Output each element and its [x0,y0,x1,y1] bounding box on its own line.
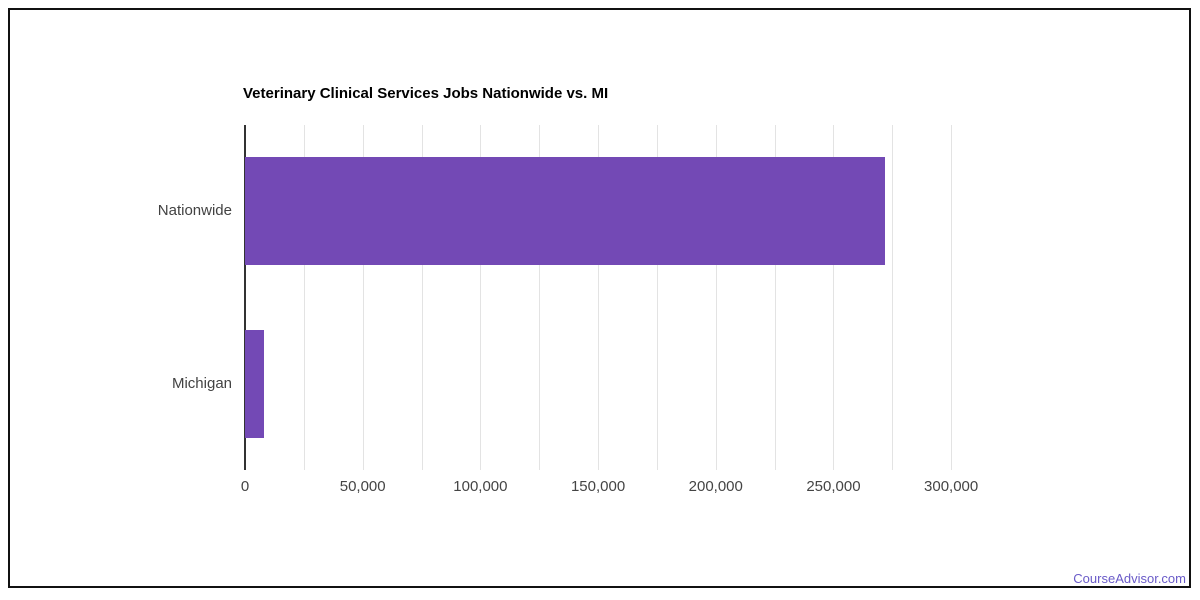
plot-area [244,125,1010,470]
bar-nationwide[interactable] [245,157,886,266]
x-tick-label: 300,000 [924,478,979,495]
bar-michigan[interactable] [245,329,264,438]
gridline [480,125,482,470]
courseadvisor-link[interactable]: CourseAdvisor.com [1073,571,1186,586]
gridline [833,125,835,470]
x-tick-label: 200,000 [688,478,743,495]
gridline [421,125,423,470]
gridline [892,125,894,470]
gridline [951,125,953,470]
gridline [774,125,776,470]
x-tick-label: 100,000 [453,478,508,495]
x-tick-label: 0 [240,478,250,495]
gridline [715,125,717,470]
gridline [656,125,658,470]
chart-title: Veterinary Clinical Services Jobs Nation… [243,85,609,102]
x-tick-label: 50,000 [339,478,386,495]
category-label-nationwide: Nationwide [157,202,232,220]
gridline [539,125,541,470]
y-axis-line [244,125,246,470]
gridline [303,125,305,470]
x-tick-label: 150,000 [570,478,626,495]
x-tick-label: 250,000 [806,478,861,495]
gridline [362,125,364,470]
gridline [598,125,600,470]
category-label-michigan: Michigan [171,374,232,392]
